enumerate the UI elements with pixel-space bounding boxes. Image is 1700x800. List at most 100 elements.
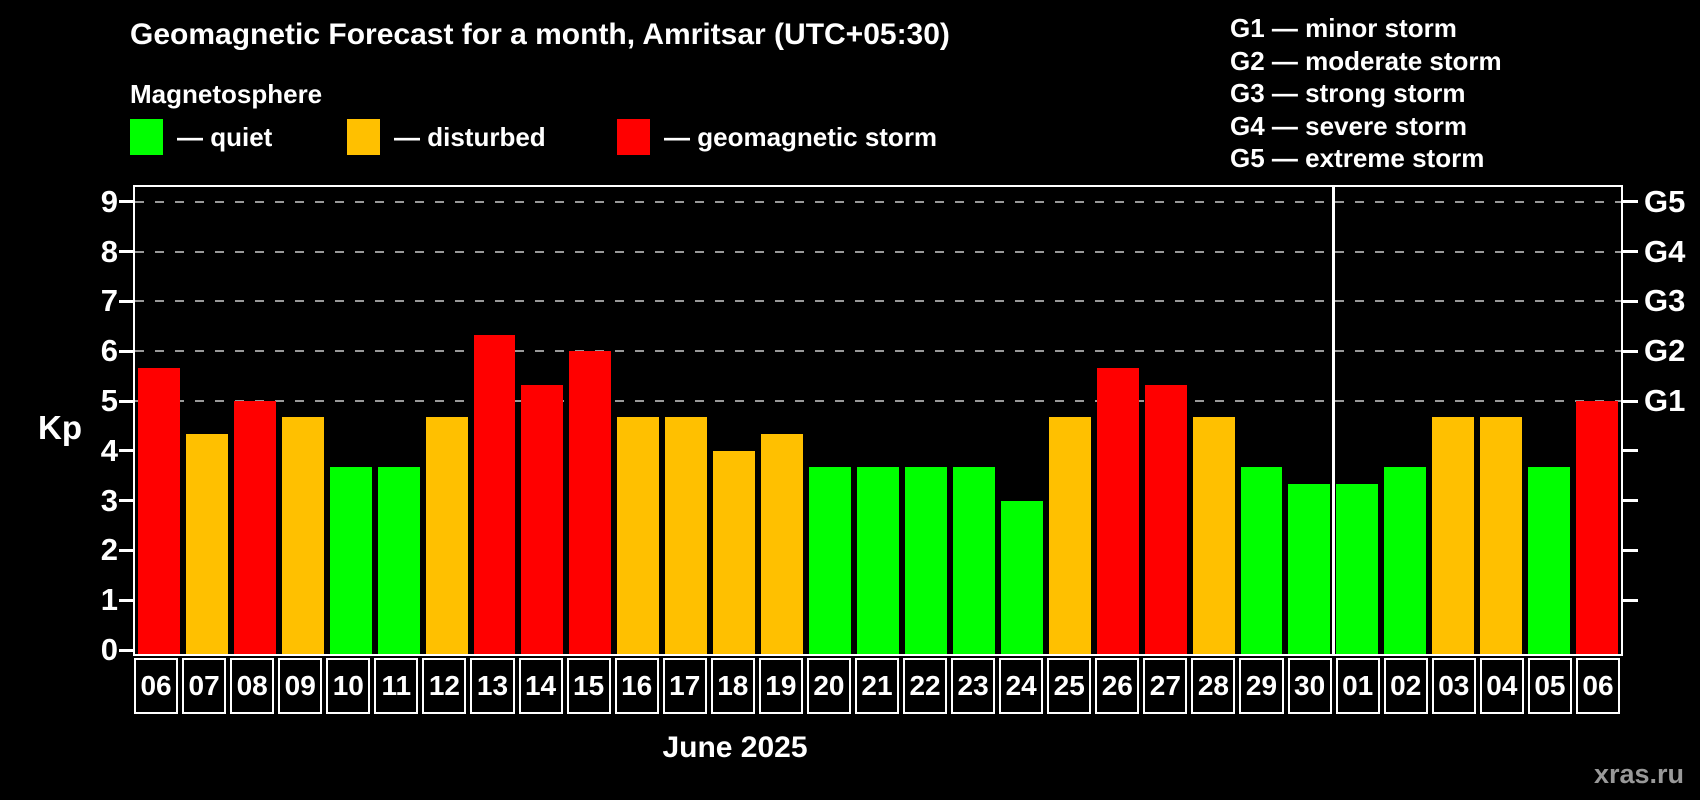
kp-bar-day-09 [281,417,324,654]
kp-bar-day-23 [952,467,995,654]
storm-color-swatch [617,119,650,155]
kp-bar-day-24 [1000,500,1043,654]
y-axis-label-3: 3 [100,482,118,518]
left-tick-8 [119,250,133,254]
day-label-15-21: 21 [854,658,900,714]
gridline-kp-7 [135,300,1621,303]
legend-item-quiet: — quiet [130,119,272,155]
right-tick-1 [1623,598,1638,602]
day-label-5-11: 11 [374,658,419,714]
g-scale-label-g1: G1 [1644,383,1686,418]
kp-bar-day-04 [1480,417,1523,654]
day-label-8-14: 14 [518,658,563,714]
g-scale-label-g2: G2 [1644,333,1686,369]
y-axis-label-2: 2 [100,532,118,568]
y-axis-label-8: 8 [100,233,118,269]
day-label-13-19: 19 [758,658,803,714]
disturbed-color-swatch [347,119,380,155]
kp-bar-day-18 [713,450,756,654]
y-axis-label-9: 9 [100,183,118,219]
kp-bar-day-02 [1384,467,1427,654]
storm-scale-g3: G3 — strong storm [1230,78,1466,108]
day-label-14-20: 20 [806,658,851,714]
storm-scale-g2: G2 — moderate storm [1230,45,1502,76]
kp-bar-day-19 [761,434,804,654]
day-label-21-27: 27 [1143,658,1188,714]
day-label-28-04: 04 [1479,658,1524,714]
storm-scale-g1: G1 — minor storm [1230,13,1457,43]
kp-bar-day-28 [1192,417,1235,654]
day-label-7-13: 13 [470,658,515,714]
left-tick-5 [119,399,133,403]
g-scale-label-g3: G3 [1644,283,1686,319]
day-label-2-08: 08 [230,658,275,714]
gridline-kp-6 [135,350,1621,353]
storm-scale-g4: G4 — severe storm [1230,110,1468,141]
day-label-25-01: 01 [1335,658,1380,714]
magnetosphere-subtitle: Magnetosphere [130,79,323,109]
left-tick-3 [119,499,133,503]
legend-item-storm: — geomagnetic storm [617,119,937,155]
kp-bar-day-29 [1240,467,1283,654]
day-label-18-24: 24 [999,658,1044,714]
g-scale-label-g5: G5 [1644,183,1686,219]
legend-label-storm: — geomagnetic storm [664,121,938,152]
day-label-29-05: 05 [1527,658,1572,714]
left-tick-4 [119,449,133,453]
left-tick-9 [119,200,133,204]
x-axis-title: June 2025 [662,731,808,764]
kp-bar-day-27 [1144,384,1187,654]
legend-label-disturbed: — disturbed [394,121,546,152]
kp-bar-day-01 [1336,484,1379,654]
day-label-19-25: 25 [1047,658,1092,714]
page-title: Geomagnetic Forecast for a month, Amrits… [130,18,950,51]
right-tick-3 [1623,499,1638,503]
storm-scale-legend: G1 — minor storm G2 — moderate storm G3 … [1230,12,1502,175]
left-tick-2 [119,548,133,552]
day-label-4-10: 10 [326,658,371,714]
day-label-1-07: 07 [182,658,227,714]
g-scale-label-g4: G4 [1644,233,1686,269]
kp-bar-day-20 [809,467,852,654]
kp-bar-day-08 [233,401,276,654]
day-label-16-22: 22 [903,658,948,714]
day-label-10-16: 16 [614,658,659,714]
kp-bar-day-12 [425,417,468,654]
legend-label-quiet: — quiet [177,121,273,152]
day-label-3-09: 09 [278,658,323,714]
right-tick-5 [1623,399,1638,403]
quiet-color-swatch [130,119,163,155]
kp-bar-day-05 [1528,467,1571,654]
storm-scale-g5: G5 — extreme storm [1230,143,1485,173]
right-tick-4 [1623,449,1638,453]
y-axis-title: Kp [38,409,82,446]
kp-bar-day-07 [185,434,228,654]
right-tick-2 [1623,548,1638,552]
kp-bar-day-11 [377,467,420,654]
y-axis-label-0: 0 [100,632,118,667]
day-label-row: 06 07 08 09 10 11 12 13 14 15 16 17 18 19 20 21 22 23 24 25… [133,658,1623,715]
gridline-kp-5 [135,400,1621,402]
day-label-27-03: 03 [1431,658,1476,714]
day-label-23-29: 29 [1239,658,1284,714]
kp-bar-day-13 [473,334,516,654]
kp-bar-day-17 [665,417,708,654]
right-tick-8 [1623,250,1638,254]
kp-bar-day-26 [1096,367,1139,654]
day-label-12-18: 18 [710,658,755,714]
right-tick-7 [1623,299,1638,303]
kp-bar-day-06 [1576,401,1618,654]
day-label-30-06: 06 [1575,658,1620,714]
plot-frame [133,185,1623,656]
kp-bar-day-30 [1288,484,1331,654]
day-label-20-26: 26 [1095,658,1140,714]
right-tick-6 [1623,349,1638,353]
day-label-11-17: 17 [662,658,707,714]
y-axis-label-6: 6 [100,333,118,369]
day-label-24-30: 30 [1287,658,1332,714]
y-axis-label-7: 7 [100,283,118,319]
legend-item-disturbed: — disturbed [347,119,546,155]
kp-bar-day-15 [569,351,612,654]
kp-bar-day-25 [1048,417,1091,654]
